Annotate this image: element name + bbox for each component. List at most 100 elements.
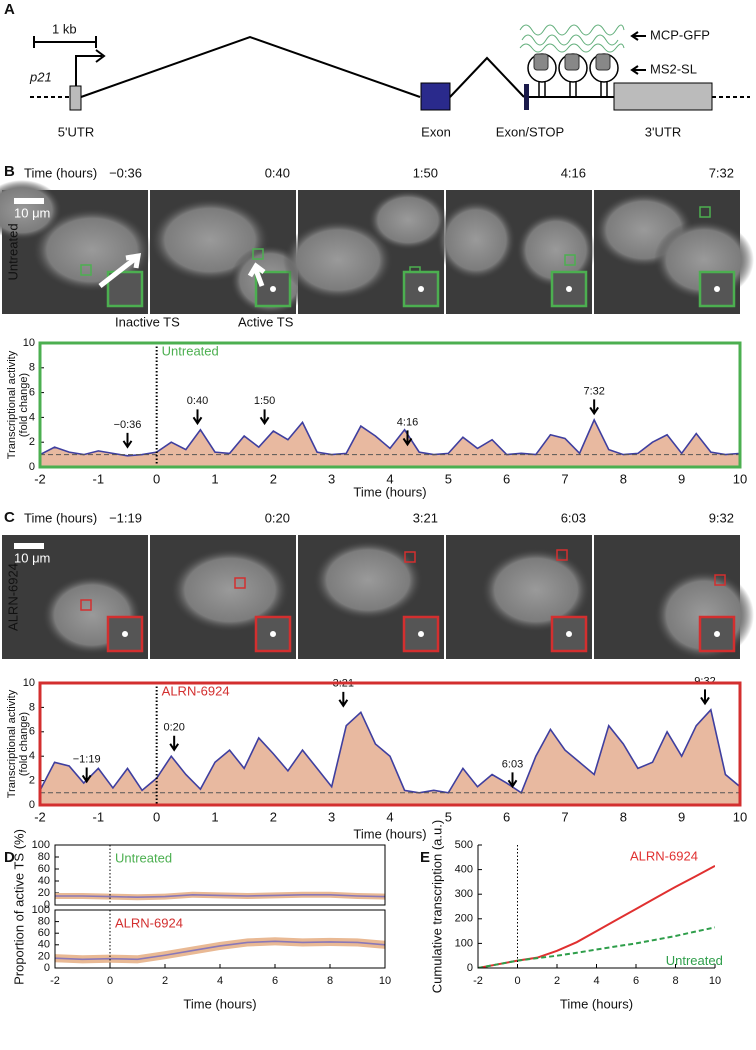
plot-frame — [38, 681, 742, 807]
nucleus — [436, 200, 516, 280]
x-tick-label: 9 — [678, 809, 685, 824]
error-band — [55, 937, 385, 964]
annotation-arrow — [700, 689, 710, 706]
annotation-arrow — [122, 432, 133, 449]
x-tick-label: 8 — [327, 975, 333, 987]
nucleus — [0, 180, 62, 240]
ts-label: Active TS — [238, 314, 294, 329]
x-tick-label: 10 — [733, 471, 747, 486]
y-tick-label: 0 — [44, 899, 50, 911]
axes — [477, 845, 715, 969]
time-label: 9:32 — [709, 510, 734, 525]
spot — [418, 631, 424, 637]
scalebar — [14, 198, 44, 204]
x-tick-label: 0 — [153, 471, 160, 486]
spot — [714, 286, 720, 292]
y-tick-label: 0 — [44, 962, 50, 974]
ts-marker — [252, 248, 264, 260]
y-tick-label: 8 — [29, 701, 35, 713]
x-axis-label: Time (hours) — [560, 996, 633, 1011]
gene-label: p21 — [29, 69, 52, 84]
x-tick-label: 8 — [672, 975, 678, 987]
condition-label: ALRN-6924 — [115, 915, 183, 930]
row-label: ALRN-6924 — [5, 563, 20, 631]
annotation-arrow — [192, 409, 203, 426]
x-tick-label: 6 — [633, 975, 639, 987]
condition-label: ALRN-6924 — [162, 683, 230, 698]
y-tick-label: 60 — [38, 863, 50, 875]
x-tick-label: 4 — [593, 975, 599, 987]
y-tick-label: 4 — [29, 750, 35, 762]
x-tick-label: 6 — [503, 471, 510, 486]
x-tick-label: 3 — [328, 471, 335, 486]
ms2-label: MS2-SL — [650, 61, 697, 76]
x-tick-label: 1 — [211, 809, 218, 824]
x-tick-label: 10 — [733, 809, 747, 824]
annotation-label: −0:36 — [114, 419, 142, 431]
annotation-label: 0:20 — [163, 722, 184, 734]
y-tick-label: 0 — [29, 461, 35, 473]
time-label: 1:50 — [413, 165, 438, 180]
ts-marker — [404, 551, 416, 563]
x-tick-label: -2 — [473, 975, 483, 987]
ts-marker — [714, 574, 726, 586]
spot — [122, 631, 128, 637]
x-tick-label: 2 — [270, 809, 277, 824]
row-label: Untreated — [5, 223, 20, 280]
y-tick-label: 2 — [29, 436, 35, 448]
scalebar — [14, 543, 44, 549]
annotation-label: −1:19 — [73, 753, 101, 765]
annotation-label: 6:03 — [502, 758, 523, 770]
time-label: 3:21 — [413, 510, 438, 525]
spot — [566, 286, 572, 292]
y-tick-label: 100 — [32, 839, 50, 851]
y-axis-label: Transcriptional activity — [6, 350, 18, 459]
x-axis-label: Time (hours) — [353, 826, 426, 841]
inset — [254, 270, 292, 308]
y-tick-label: 100 — [455, 937, 473, 949]
y-tick-label: 400 — [455, 864, 473, 876]
x-tick-label: -1 — [93, 809, 105, 824]
x-tick-label: 8 — [620, 471, 627, 486]
x-tick-label: -2 — [50, 975, 60, 987]
exon-label: Exon — [421, 124, 451, 139]
annotation-label: 4:16 — [397, 416, 418, 428]
x-tick-label: 6 — [503, 809, 510, 824]
x-tick-label: 5 — [445, 809, 452, 824]
y-axis-label: (fold change) — [18, 373, 30, 437]
y-tick-label: 0 — [29, 799, 35, 811]
nucleus — [368, 190, 448, 250]
annotation-arrow — [81, 767, 92, 784]
y-tick-label: 500 — [455, 839, 473, 851]
y-tick-label: 60 — [38, 927, 50, 939]
mcp-label: MCP-GFP — [650, 27, 710, 42]
x-tick-label: -1 — [93, 471, 105, 486]
ts-marker — [556, 549, 568, 561]
y-axis-label: Cumulative transcription (a.u.) — [429, 820, 444, 993]
time-axis-label: Time (hours) — [24, 165, 97, 180]
x-tick-label: 6 — [272, 975, 278, 987]
y-tick-label: 80 — [38, 916, 50, 928]
condition-label: Untreated — [162, 343, 219, 358]
panel-letter: C — [4, 509, 15, 526]
y-tick-label: 40 — [38, 939, 50, 951]
time-label: −0:36 — [109, 165, 142, 180]
series-line — [55, 893, 385, 899]
time-label: 0:20 — [265, 510, 290, 525]
panel-letter: E — [420, 849, 430, 866]
y-tick-label: 8 — [29, 362, 35, 374]
ts-label: Inactive TS — [115, 314, 180, 329]
y-tick-label: 40 — [38, 875, 50, 887]
ts-marker — [234, 577, 246, 589]
annotation-label: 1:50 — [254, 395, 275, 407]
annotation-arrow — [259, 409, 270, 426]
arrow — [98, 252, 142, 288]
ts-marker — [80, 264, 92, 276]
nucleus — [313, 540, 423, 620]
annotation-label: 9:32 — [694, 675, 715, 687]
x-tick-label: -2 — [34, 809, 46, 824]
inset — [698, 270, 736, 308]
x-tick-label: -2 — [34, 471, 46, 486]
time-axis-label: Time (hours) — [24, 510, 97, 525]
